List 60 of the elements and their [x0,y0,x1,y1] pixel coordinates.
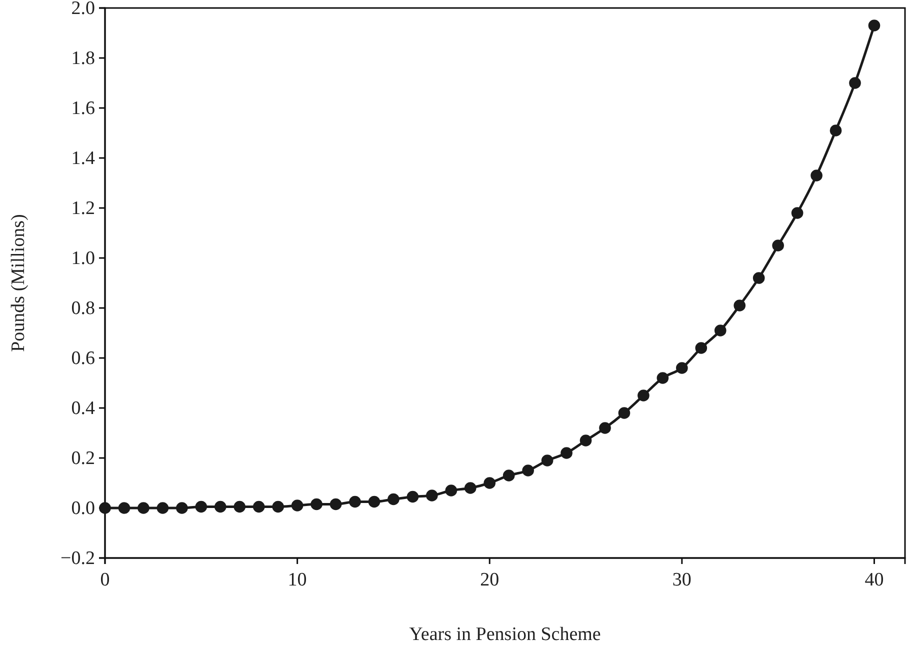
y-tick-label: 2.0 [71,0,95,20]
x-tick-label: 0 [100,569,110,590]
point [484,477,496,489]
point [656,372,669,384]
point [176,502,188,514]
y-tick-label: 1.8 [71,48,95,70]
y-tick-label: −0.2 [60,548,95,570]
point [772,240,784,252]
point [695,342,708,354]
point [406,490,419,503]
point [156,502,169,514]
point [868,20,880,32]
y-tick-label: 1.0 [71,248,95,270]
point [676,362,688,374]
x-tick-label: 10 [288,569,307,590]
y-tick-label: 0.8 [71,298,95,320]
point [272,500,284,513]
point [560,447,572,459]
point [791,207,804,219]
point [330,498,342,510]
point [734,300,746,312]
point [99,502,111,514]
y-tick-label: 1.6 [71,98,95,120]
point [138,502,150,514]
point [445,484,458,496]
point [291,500,304,512]
point [580,434,592,446]
point [522,464,534,476]
point [849,77,861,89]
point [195,500,208,513]
point [388,493,400,506]
y-tick-label: 1.2 [71,198,95,220]
point [252,500,265,513]
y-tick-label: 1.4 [71,148,96,170]
point [618,407,630,419]
point [234,500,246,513]
point [349,496,361,508]
y-tick-label: 0.0 [71,498,95,520]
y-tick-label: 0.4 [71,398,96,420]
point [714,324,726,336]
x-tick-label: 20 [480,569,500,590]
point [214,500,226,513]
point [830,124,842,136]
point [118,502,130,514]
point [310,498,322,510]
point [368,496,380,508]
point [752,272,765,284]
point [541,454,554,466]
point [464,482,476,494]
y-axis-title: Pounds (Millions) [8,214,29,352]
x-axis-title: Years in Pension Scheme [409,624,601,645]
point [502,470,515,482]
point [638,390,650,402]
x-tick-label: 30 [672,569,692,590]
y-tick-label: 0.6 [71,348,95,370]
point [599,422,611,434]
point [810,170,822,182]
y-tick-label: 0.2 [71,448,95,470]
x-tick-label: 40 [864,569,884,590]
point [426,490,438,502]
